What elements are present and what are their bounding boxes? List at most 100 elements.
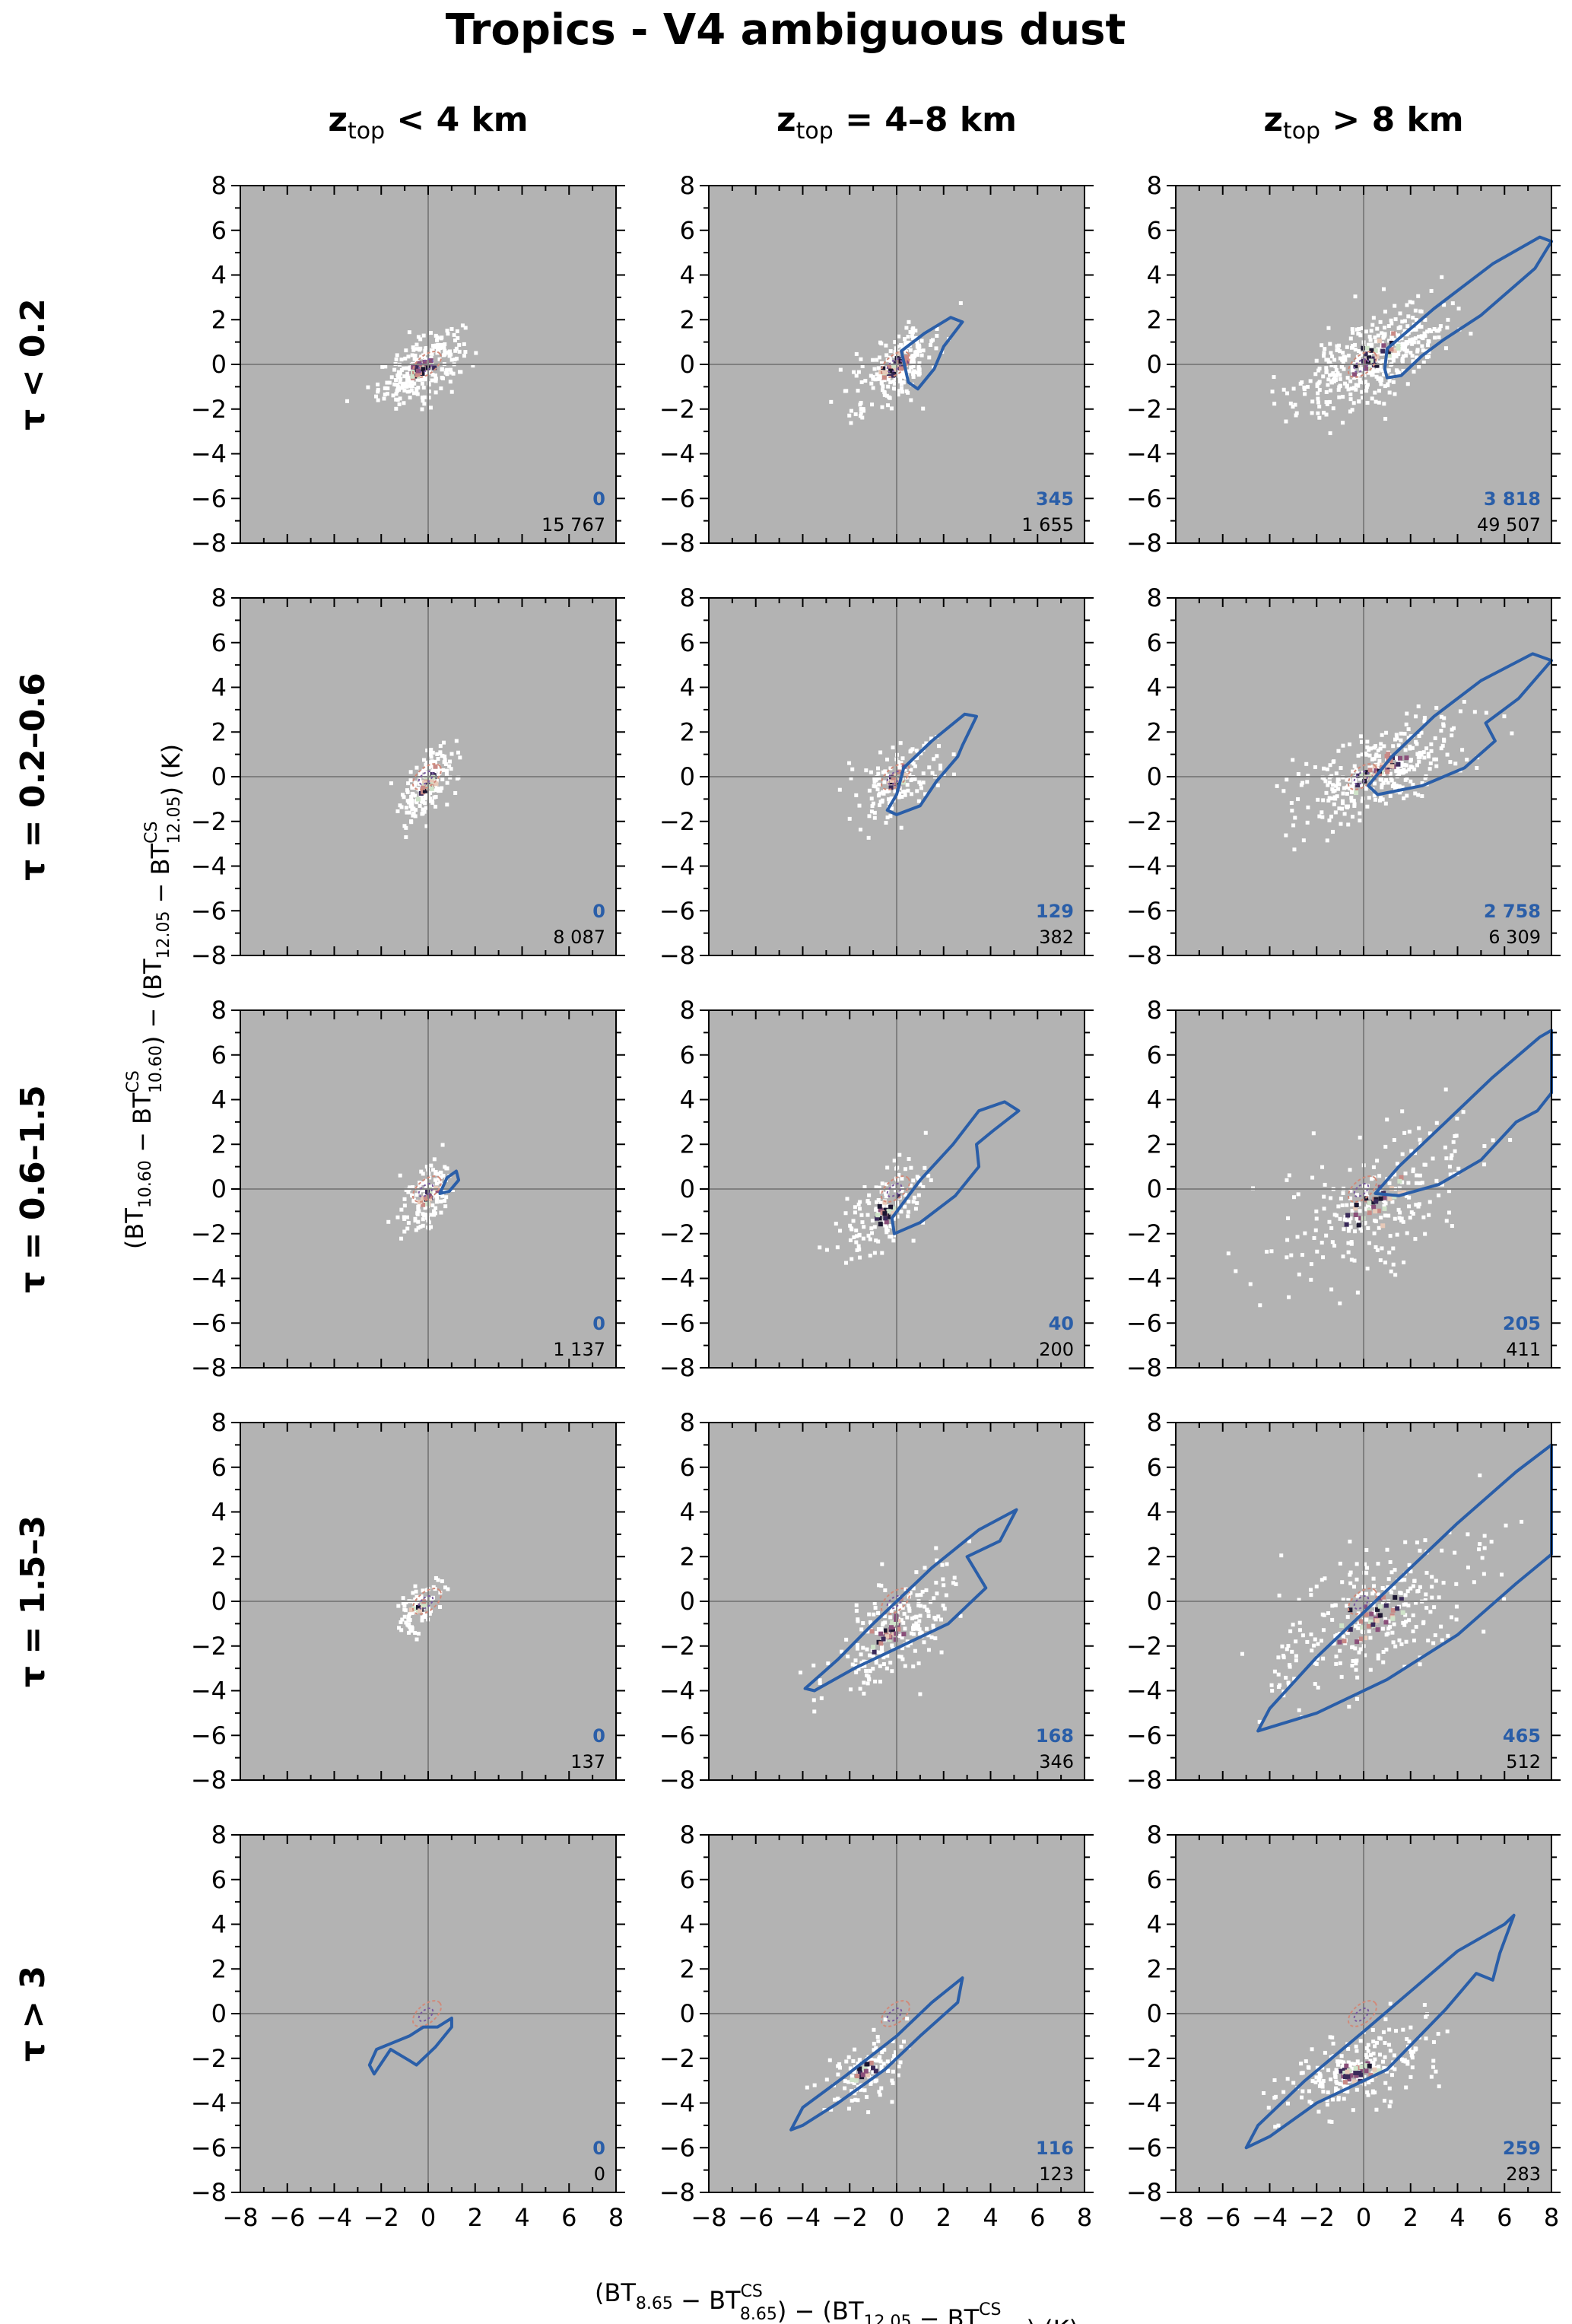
scatter-point	[1394, 351, 1399, 356]
scatter-point	[1406, 314, 1411, 319]
scatter-point	[417, 1595, 421, 1600]
scatter-point	[1373, 2044, 1377, 2049]
y-tick-label: 0	[211, 350, 227, 379]
scatter-point	[840, 1649, 844, 1654]
scatter-point	[1439, 729, 1443, 733]
count-inside-contour: 259	[1503, 2138, 1541, 2159]
scatter-point	[857, 1232, 862, 1237]
scatter-point	[1356, 2076, 1361, 2081]
scatter-point	[876, 372, 881, 377]
scatter-point	[846, 1655, 850, 1659]
y-tick-label: −8	[1126, 529, 1162, 558]
scatter-point	[433, 390, 438, 395]
scatter-point	[1331, 2041, 1335, 2046]
scatter-point	[1432, 326, 1437, 331]
density-point	[865, 2062, 870, 2067]
scatter-point	[1323, 1576, 1327, 1581]
scatter-point	[1265, 1249, 1269, 1254]
scatter-point	[430, 378, 434, 383]
scatter-point	[430, 760, 434, 765]
scatter-point	[911, 1664, 916, 1669]
scatter-point	[1350, 345, 1354, 350]
count-total: 283	[1506, 2163, 1541, 2185]
scatter-point	[933, 1636, 938, 1641]
scatter-point	[1381, 2030, 1386, 2034]
scatter-point	[910, 354, 914, 359]
scatter-point	[451, 371, 456, 376]
y-tick-label: 8	[211, 1820, 227, 1849]
scatter-point	[444, 368, 449, 373]
scatter-point	[1317, 415, 1322, 420]
y-tick-label: −2	[1126, 1632, 1162, 1661]
scatter-point	[1437, 335, 1441, 339]
scatter-point	[1383, 2081, 1388, 2085]
scatter-point	[1361, 396, 1365, 400]
density-point	[883, 370, 888, 375]
scatter-point	[1481, 1572, 1486, 1576]
scatter-point	[1391, 338, 1396, 342]
scatter-point	[1360, 784, 1364, 788]
scatter-point	[429, 1163, 433, 1168]
density-point	[1367, 366, 1372, 371]
scatter-point	[1316, 1685, 1320, 1690]
scatter-point	[824, 2078, 829, 2082]
scatter-point	[1365, 745, 1370, 749]
scatter-point	[911, 1238, 916, 1243]
scatter-point	[380, 364, 385, 369]
scatter-point	[1358, 1647, 1363, 1652]
scatter-point	[883, 2017, 888, 2022]
scatter-point	[916, 1623, 921, 1628]
scatter-point	[859, 2087, 863, 2092]
density-point	[1342, 2074, 1348, 2080]
scatter-point	[1438, 324, 1443, 329]
y-tick-label: 6	[680, 1453, 695, 1482]
scatter-point	[1345, 383, 1349, 388]
scatter-point	[1418, 1548, 1422, 1553]
scatter-point	[1339, 2054, 1344, 2059]
scatter-point	[455, 776, 459, 780]
density-point	[429, 779, 434, 784]
scatter-point	[1308, 379, 1313, 383]
scatter-point	[891, 2039, 895, 2043]
scatter-point	[926, 1648, 931, 1652]
scatter-point	[1416, 340, 1421, 345]
scatter-point	[1401, 2027, 1405, 2032]
scatter-point	[433, 771, 437, 775]
scatter-point	[439, 1199, 443, 1203]
reference-ellipse-inner	[886, 358, 903, 373]
scatter-point	[909, 792, 913, 796]
scatter-point	[923, 1604, 927, 1609]
scatter-point	[424, 1588, 429, 1592]
scatter-point	[1330, 1617, 1335, 1622]
scatter-point	[433, 1206, 438, 1210]
scatter-point	[1356, 383, 1361, 388]
scatter-point	[1391, 358, 1396, 363]
scatter-point	[422, 758, 427, 762]
scatter-point	[1272, 1669, 1277, 1674]
scatter-point	[427, 1220, 431, 1225]
scatter-point	[888, 797, 893, 802]
scatter-point	[1421, 360, 1426, 364]
scatter-point	[382, 396, 386, 401]
scatter-point	[404, 1187, 408, 1192]
row-title-3: τ = 0.6–1.5	[14, 1085, 52, 1292]
density-point	[869, 2060, 874, 2065]
scatter-point	[1466, 1566, 1470, 1570]
density-point	[408, 1607, 414, 1613]
density-point	[891, 373, 896, 378]
scatter-point	[1359, 367, 1364, 371]
scatter-point	[900, 1657, 905, 1661]
scatter-point	[1379, 796, 1383, 800]
scatter-point	[430, 344, 435, 348]
scatter-point	[394, 397, 399, 402]
scatter-point	[1350, 1208, 1354, 1213]
scatter-point	[418, 348, 422, 352]
count-inside-contour: 40	[1049, 1313, 1074, 1334]
scatter-point	[911, 336, 916, 341]
scatter-point	[1365, 383, 1370, 387]
scatter-point	[411, 811, 416, 815]
scatter-point	[934, 1546, 938, 1550]
density-point	[1358, 1636, 1364, 1642]
scatter-point	[413, 1631, 418, 1636]
scatter-point	[1329, 2077, 1333, 2081]
